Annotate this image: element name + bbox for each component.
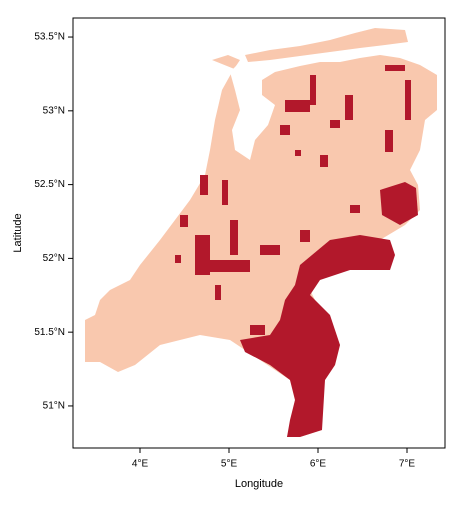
y-tick-label: 51°N: [43, 401, 65, 412]
x-axis-title: Longitude: [235, 478, 283, 490]
islands: [245, 28, 408, 62]
hot-area: [380, 182, 418, 225]
y-tick-label: 52°N: [43, 253, 65, 264]
y-tick-label: 52.5°N: [34, 179, 65, 190]
hot-area: [240, 235, 395, 437]
x-tick-label: 7°E: [399, 459, 416, 470]
y-tick-label: 51.5°N: [34, 327, 65, 338]
plot-frame: [72, 17, 446, 449]
x-tick-label: 4°E: [132, 459, 149, 470]
y-tick-label: 53°N: [43, 105, 65, 116]
y-tick-label: 53.5°N: [34, 32, 65, 43]
map-layer: [85, 28, 437, 437]
lake: [230, 62, 275, 160]
hot-cells: [175, 65, 411, 335]
y-axis-title: Latitude: [12, 213, 24, 252]
x-tick-label: 6°E: [310, 459, 327, 470]
x-tick-label: 5°E: [221, 459, 238, 470]
